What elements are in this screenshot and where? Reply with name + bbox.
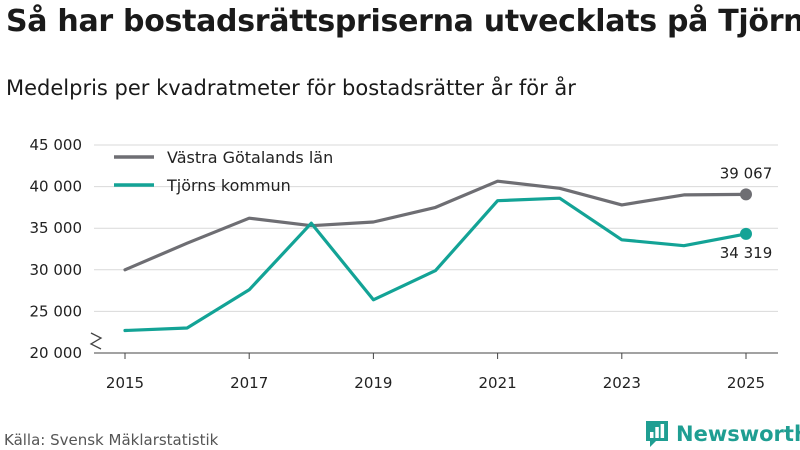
y-tick-label: 45 000 [30,136,83,154]
brand-logo: Newsworthy [644,418,800,450]
x-tick-label: 2017 [230,374,268,392]
y-tick-label: 40 000 [30,178,83,196]
series-line-tjorn [123,196,748,333]
brand-name: Newsworthy [676,422,800,446]
series-end-marker [740,227,752,240]
x-tick-label: 2023 [603,374,641,392]
series-end-marker [740,188,752,201]
y-tick-label: 25 000 [30,302,83,320]
x-tick-label: 2019 [354,374,392,392]
chart-title: Så har bostadsrättspriserna utvecklats p… [6,4,800,39]
y-tick-label: 30 000 [30,261,83,279]
end-value-label: 39 067 [720,164,773,182]
bar-chart-speech-bubble-icon [646,421,668,447]
source-note: Källa: Svensk Mäklarstatistik [4,431,219,449]
y-tick-label: 35 000 [30,219,83,237]
x-tick-label: 2021 [479,374,517,392]
y-tick-label: 20 000 [30,344,83,362]
legend-label: Västra Götalands län [167,148,333,167]
axis-break-icon [89,332,103,350]
end-value-label: 34 319 [720,244,773,262]
chart-subtitle: Medelpris per kvadratmeter för bostadsrä… [6,76,576,100]
legend: Västra Götalands län Tjörns kommun [114,148,333,195]
axes: 20 000 25 000 30 000 35 000 40 000 45 000 2015… [30,136,778,392]
x-tick-label: 2015 [106,374,144,392]
series-line-vastra-gotaland [123,179,748,272]
data-labels: 39 067 34 319 [720,164,773,262]
series-lines [123,179,752,333]
x-tick-label: 2025 [727,374,765,392]
grid-lines [94,144,778,312]
legend-label: Tjörns kommun [166,176,291,195]
